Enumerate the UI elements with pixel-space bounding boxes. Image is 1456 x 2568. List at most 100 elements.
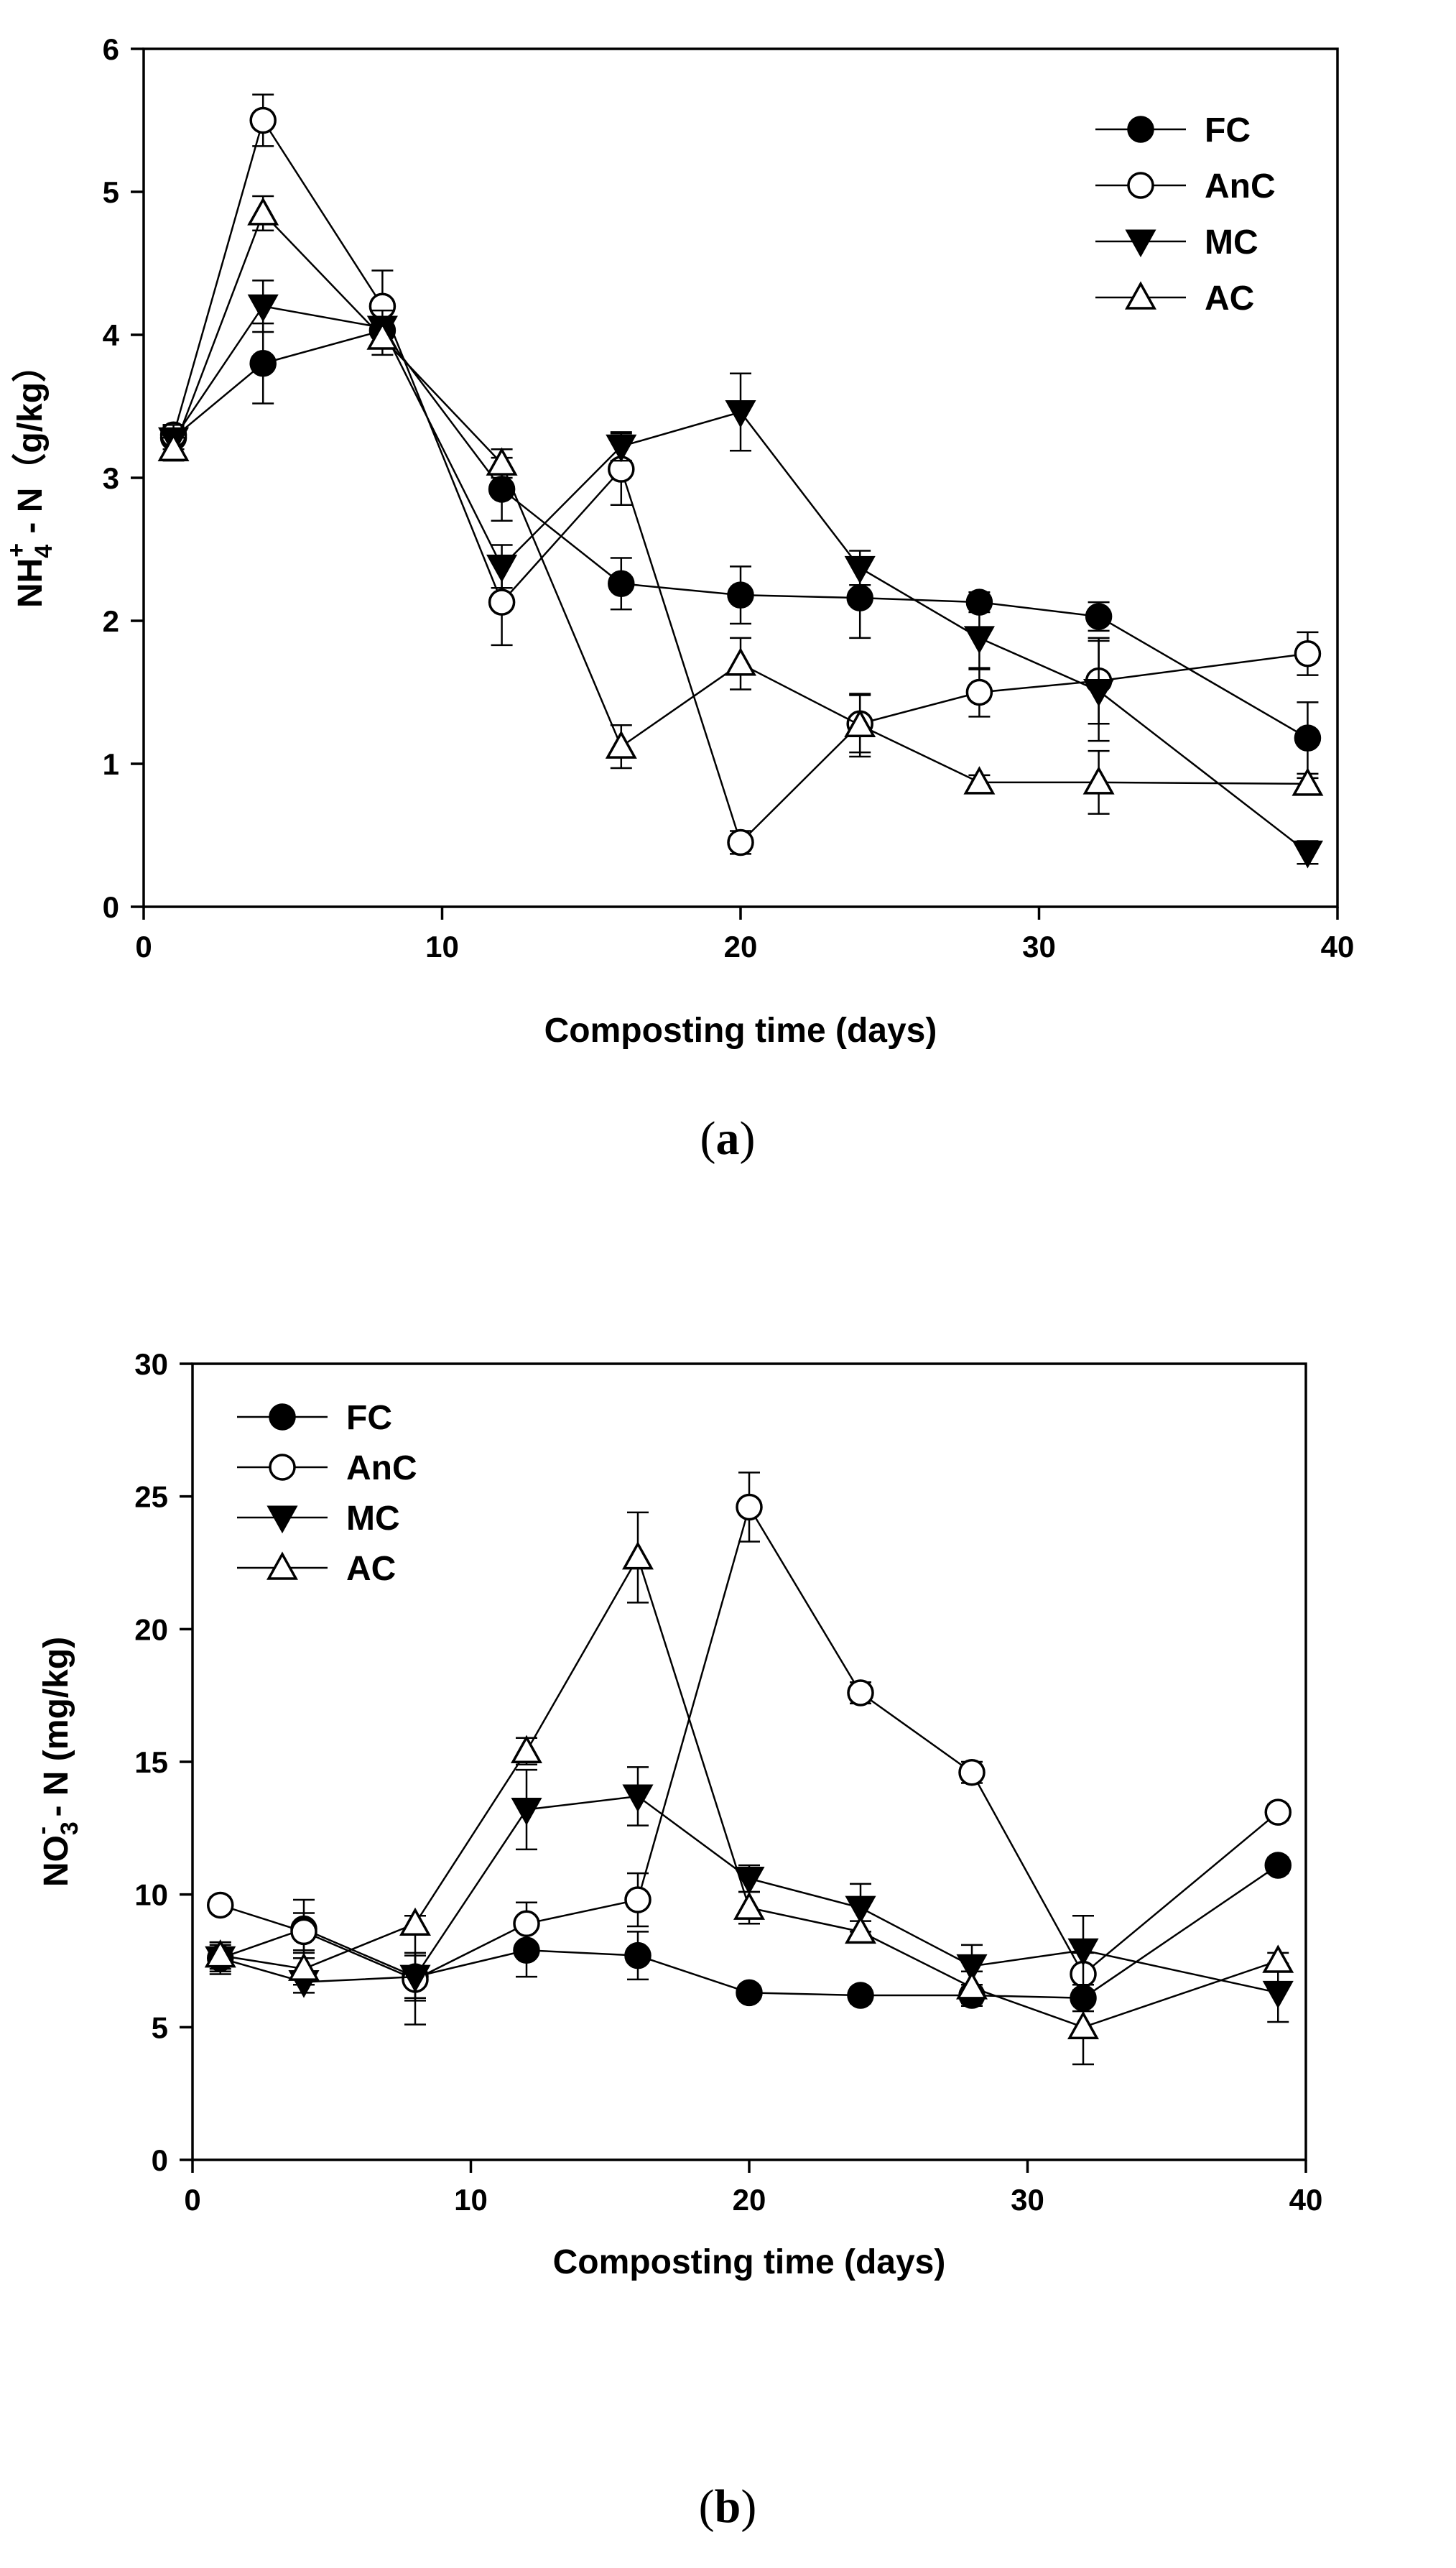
x-tick-label: 10	[454, 2183, 488, 2217]
legend-label-ac: AC	[1205, 280, 1254, 318]
y-tick-label: 6	[103, 32, 119, 66]
data-point-fc	[608, 570, 635, 598]
y-tick-label: 30	[134, 1347, 168, 1381]
data-point-ac	[486, 447, 518, 476]
data-point-fc	[249, 350, 277, 377]
data-point-fc	[846, 584, 873, 611]
data-point-ac	[956, 1971, 988, 2000]
series-mc	[157, 280, 1324, 869]
x-tick-label: 30	[1022, 930, 1056, 964]
y-tick-label: 0	[152, 2143, 168, 2177]
y-axis-title: NH4+ - N（g/kg）	[3, 348, 57, 608]
x-tick-label: 0	[184, 2183, 200, 2217]
series-line-mc	[220, 1795, 1279, 1994]
legend-label-fc: FC	[1205, 111, 1251, 149]
legend: FC AnC MC AC	[1095, 111, 1276, 318]
data-point-fc	[736, 1979, 763, 2007]
legend-marker-anc	[269, 1454, 296, 1481]
x-tick-label: 20	[724, 930, 758, 964]
data-point-ac	[1292, 767, 1324, 796]
y-tick-label: 10	[134, 1878, 168, 1912]
data-point-anc	[1264, 1798, 1292, 1826]
data-point-mc	[1262, 1980, 1294, 2009]
data-point-anc	[290, 1918, 317, 1946]
x-tick-label: 0	[135, 930, 152, 964]
data-point-mc	[1083, 679, 1115, 707]
legend-marker-anc	[1127, 172, 1154, 199]
data-point-ac	[622, 1541, 654, 1570]
chart-panel-a: 0 10 20 30 40 0 1 2 3 4 5 6 Composting time (days) NH…	[3, 32, 1354, 1165]
data-point-anc	[847, 1679, 874, 1706]
y-tick-label: 15	[134, 1745, 168, 1779]
x-tick-label: 40	[1289, 2183, 1323, 2217]
data-point-mc	[511, 1797, 542, 1826]
data-point-fc	[727, 581, 754, 609]
data-point-mc	[486, 554, 518, 583]
data-point-ac	[1082, 766, 1115, 795]
series-anc	[159, 93, 1322, 856]
data-point-anc	[513, 1910, 540, 1938]
series-anc	[207, 1472, 1292, 2026]
series-line-ac	[220, 1555, 1279, 2028]
data-point-fc	[1264, 1852, 1292, 1879]
data-point-fc	[624, 1941, 652, 1969]
data-point-anc	[249, 106, 277, 134]
legend-marker-fc	[269, 1403, 296, 1431]
x-tick-label: 10	[425, 930, 459, 964]
data-point-mc	[733, 1867, 765, 1895]
series-ac	[157, 195, 1324, 815]
data-point-fc	[1085, 603, 1113, 630]
data-point-mc	[1292, 840, 1324, 869]
plot-frame	[142, 47, 1339, 908]
data-point-anc	[958, 1759, 986, 1786]
data-point-ac	[605, 730, 637, 759]
series-line-anc	[220, 1505, 1279, 1981]
data-point-mc	[845, 1895, 876, 1924]
legend-marker-ac	[1125, 281, 1156, 310]
data-point-ac	[511, 1735, 542, 1763]
data-point-ac	[733, 1891, 765, 1920]
data-point-ac	[844, 708, 876, 738]
data-point-ac	[366, 321, 399, 350]
series-line-fc	[220, 1865, 1279, 1999]
y-tick-label: 1	[103, 747, 119, 781]
data-point-fc	[1294, 724, 1322, 752]
legend-marker-fc	[1127, 116, 1154, 143]
legend-marker-mc	[1125, 229, 1156, 258]
data-point-anc	[624, 1886, 652, 1913]
data-point-fc	[847, 1982, 874, 2009]
legend-marker-mc	[266, 1505, 298, 1534]
y-tick-label: 5	[152, 2010, 168, 2044]
data-point-mc	[1067, 1938, 1099, 1967]
data-point-mc	[606, 434, 637, 463]
x-tick-label: 40	[1321, 930, 1355, 964]
data-point-ac	[247, 197, 279, 226]
panel-label: (a)	[700, 1112, 756, 1165]
x-axis-title: Composting time (days)	[544, 1012, 937, 1050]
data-point-ac	[1067, 2010, 1099, 2040]
data-point-mc	[956, 1954, 988, 1982]
y-axis-title: NO3- - N (mg/kg)	[29, 1637, 83, 1887]
x-axis-title: Composting time (days)	[553, 2243, 946, 2281]
x-tick-label: 30	[1011, 2183, 1044, 2217]
data-point-ac	[845, 1915, 876, 1944]
series-ac	[204, 1511, 1294, 2066]
data-point-mc	[399, 1964, 431, 1993]
legend-label-ac: AC	[346, 1550, 396, 1588]
data-point-anc	[736, 1493, 763, 1521]
y-tick-label: 20	[134, 1612, 168, 1646]
data-point-ac	[157, 433, 190, 461]
data-point-ac	[725, 647, 756, 676]
data-point-mc	[725, 399, 756, 428]
legend-label-mc: MC	[1205, 223, 1258, 262]
data-point-ac	[204, 1939, 236, 1968]
legend-marker-ac	[266, 1551, 298, 1580]
data-point-mc	[622, 1784, 654, 1813]
y-tick-label: 3	[103, 461, 119, 495]
data-point-mc	[247, 294, 279, 323]
series-line-mc	[172, 305, 1309, 854]
x-tick-label: 20	[733, 2183, 766, 2217]
data-point-ac	[288, 1952, 320, 1981]
series-line-ac	[172, 211, 1308, 785]
